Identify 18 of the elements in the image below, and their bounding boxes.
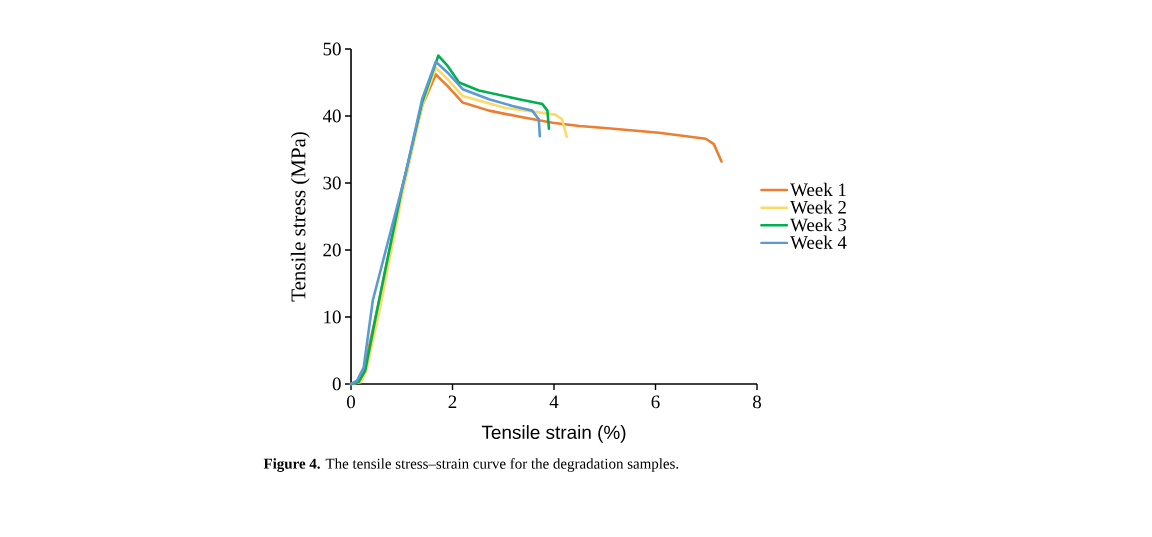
y-axis-title: Tensile stress (MPa) [290,132,310,302]
text: Figure 4. The tensile stress–strain curve for the degradation samples. [263,458,679,472]
y-tick-label: 50 [323,42,341,56]
x-tick-label: 6 [651,395,660,409]
x-tick-label: 8 [753,395,762,409]
legend-label: Week 4 [790,235,847,250]
x-tick-label: 2 [448,395,457,409]
y-tick-label: 0 [332,377,341,391]
x-tick-label: 4 [549,395,559,408]
y-tick-label: 10 [324,310,341,324]
x-axis-title: Tensile strain (%) [481,425,626,443]
x-tick-label: 0 [347,395,356,409]
y-tick-label: 30 [323,176,341,190]
legend-label: Week 1 [790,182,846,197]
legend-label: Week 3 [790,217,847,232]
y-tick-label: 20 [323,243,341,257]
legend-label: Week 2 [790,200,846,214]
y-tick-label: 40 [322,109,341,123]
